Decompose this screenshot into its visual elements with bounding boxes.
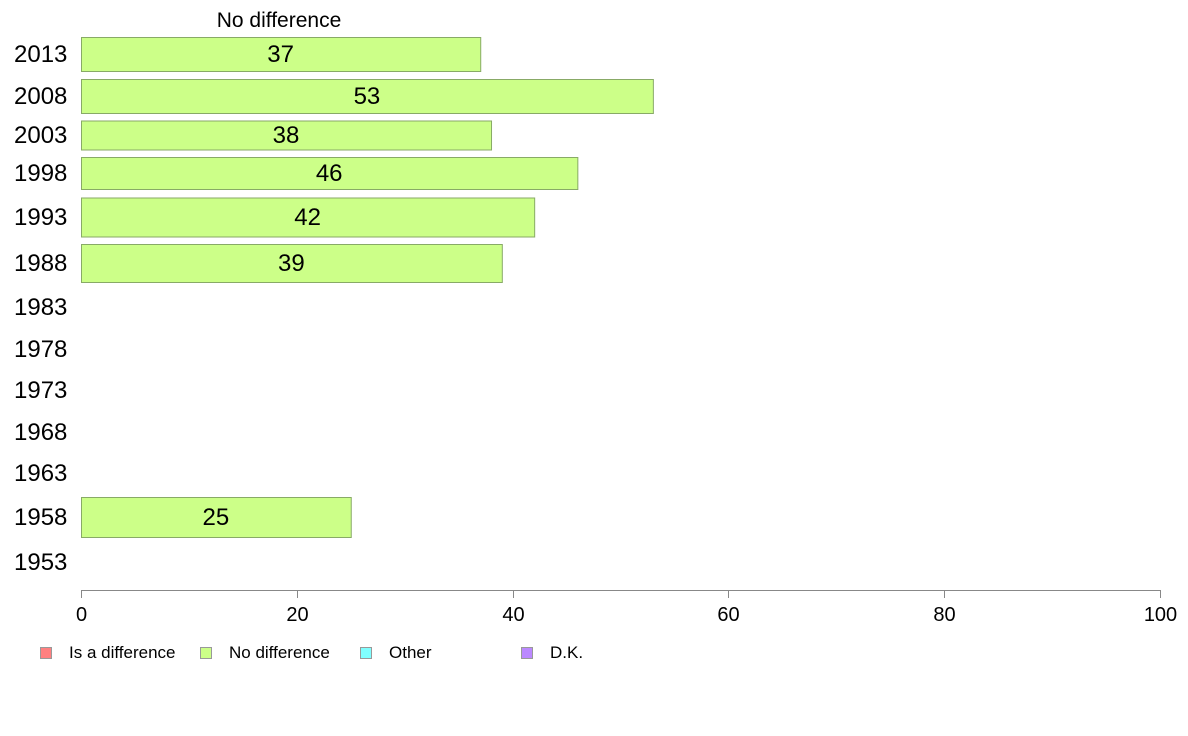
- legend-swatch-is-a-difference: [40, 647, 52, 659]
- year-label-2008: 2008: [14, 83, 67, 110]
- x-tick-label-100: 100: [1144, 604, 1177, 626]
- x-tick-label-0: 0: [76, 604, 87, 626]
- x-tick-label-40: 40: [502, 604, 524, 626]
- bar-1993: [81, 197, 536, 238]
- year-label-1983: 1983: [14, 294, 67, 321]
- x-tick-label-60: 60: [717, 604, 739, 626]
- year-label-2003: 2003: [14, 122, 67, 149]
- legend-item-is-a-difference: Is a difference: [40, 643, 175, 663]
- x-tick-label-20: 20: [286, 604, 308, 626]
- year-label-1988: 1988: [14, 250, 67, 277]
- bar-label-1988: 39: [278, 250, 305, 277]
- bar-1958: [81, 497, 352, 538]
- bar-2013: [81, 37, 482, 72]
- legend-label-no-difference: No difference: [229, 643, 330, 662]
- bar-label-1998: 46: [316, 160, 343, 187]
- year-label-1978: 1978: [14, 336, 67, 363]
- year-label-1973: 1973: [14, 377, 67, 404]
- bar-2003: [81, 120, 493, 151]
- legend-item-no-difference: No difference: [200, 643, 330, 663]
- year-label-1998: 1998: [14, 160, 67, 187]
- bar-1998: [81, 157, 579, 190]
- bar-1988: [81, 244, 503, 283]
- year-labels: 2013 2008 2003 1998 1993 1988 1983 1978 1973 1968…: [14, 41, 67, 576]
- x-axis: 0 20 40 60 80 100: [76, 590, 1177, 626]
- bar-label-1958: 25: [203, 504, 230, 531]
- legend-item-other: Other: [360, 643, 432, 663]
- bar-label-2013: 37: [267, 41, 294, 68]
- bars: 37 53 38 46 42 39 25: [81, 37, 654, 538]
- x-tick-label-80: 80: [933, 604, 955, 626]
- legend-item-dk: D.K.: [521, 643, 583, 663]
- year-label-1958: 1958: [14, 504, 67, 531]
- legend-swatch-dk: [521, 647, 533, 659]
- legend-label-dk: D.K.: [550, 643, 584, 662]
- chart-title: No difference: [217, 9, 342, 32]
- year-label-2013: 2013: [14, 41, 67, 68]
- legend-label-is-a-difference: Is a difference: [69, 643, 176, 662]
- year-label-1968: 1968: [14, 419, 67, 446]
- bar-label-2003: 38: [273, 122, 300, 149]
- year-label-1993: 1993: [14, 204, 67, 231]
- legend-label-other: Other: [389, 643, 432, 662]
- year-label-1963: 1963: [14, 460, 67, 487]
- bar-2008: [81, 79, 654, 114]
- year-label-1953: 1953: [14, 549, 67, 576]
- legend-swatch-no-difference: [200, 647, 212, 659]
- legend-swatch-other: [360, 647, 372, 659]
- bar-label-1993: 42: [294, 204, 321, 231]
- bar-label-2008: 53: [354, 83, 381, 110]
